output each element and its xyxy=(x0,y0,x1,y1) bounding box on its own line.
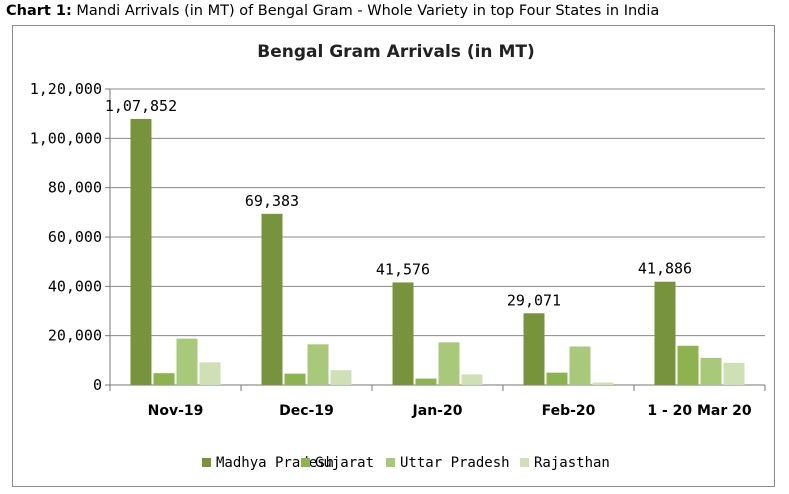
bar xyxy=(153,373,175,385)
bar xyxy=(523,313,545,385)
x-tick-label: Dec-19 xyxy=(279,403,334,419)
bar xyxy=(176,338,198,385)
legend-swatch xyxy=(386,458,395,467)
legend-label: Rajasthan xyxy=(534,455,610,471)
legend-swatch xyxy=(301,458,310,467)
bar xyxy=(415,378,437,385)
bar xyxy=(284,373,306,385)
bar xyxy=(392,282,414,385)
bar xyxy=(307,344,329,385)
bar xyxy=(199,362,221,385)
chart-caption: Chart 1: Mandi Arrivals (in MT) of Benga… xyxy=(6,3,659,19)
caption-text: Mandi Arrivals (in MT) of Bengal Gram - … xyxy=(71,3,660,19)
bar xyxy=(723,362,745,385)
y-tick-label: 60,000 xyxy=(48,228,102,246)
bar xyxy=(461,374,483,385)
y-tick-label: 20,000 xyxy=(48,327,102,345)
caption-prefix: Chart 1: xyxy=(6,3,72,19)
bar xyxy=(592,382,614,385)
legend-swatch xyxy=(202,458,211,467)
bar xyxy=(569,346,591,385)
y-tick-label: 1,20,000 xyxy=(30,80,102,98)
bar xyxy=(130,118,152,386)
data-label: 1,07,852 xyxy=(105,97,177,115)
data-label: 41,886 xyxy=(638,260,692,278)
data-label: 69,383 xyxy=(245,192,299,210)
x-tick-label: Feb-20 xyxy=(542,403,596,419)
bar xyxy=(654,281,676,385)
chart-title: Bengal Gram Arrivals (in MT) xyxy=(257,42,535,62)
legend-item: Rajasthan xyxy=(520,455,610,471)
bar xyxy=(330,370,352,385)
x-tick-label: Nov-19 xyxy=(148,403,204,419)
y-tick-label: 0 xyxy=(93,376,102,394)
x-tick-label: 1 - 20 Mar 20 xyxy=(647,403,752,419)
legend-label: Uttar Pradesh xyxy=(400,455,510,471)
y-tick-label: 1,00,000 xyxy=(30,129,102,147)
bar xyxy=(677,345,699,385)
legend-swatch xyxy=(520,458,529,467)
data-label: 29,071 xyxy=(507,291,561,309)
legend-item: Gujarat xyxy=(301,455,374,471)
x-tick-label: Jan-20 xyxy=(412,403,463,419)
legend-label: Gujarat xyxy=(315,455,374,471)
bar xyxy=(438,342,460,385)
y-tick-label: 40,000 xyxy=(48,277,102,295)
bar xyxy=(261,213,283,385)
bar xyxy=(546,372,568,385)
legend-item: Uttar Pradesh xyxy=(386,455,510,471)
y-tick-label: 80,000 xyxy=(48,179,102,197)
data-label: 41,576 xyxy=(376,260,430,278)
bar xyxy=(700,357,722,385)
